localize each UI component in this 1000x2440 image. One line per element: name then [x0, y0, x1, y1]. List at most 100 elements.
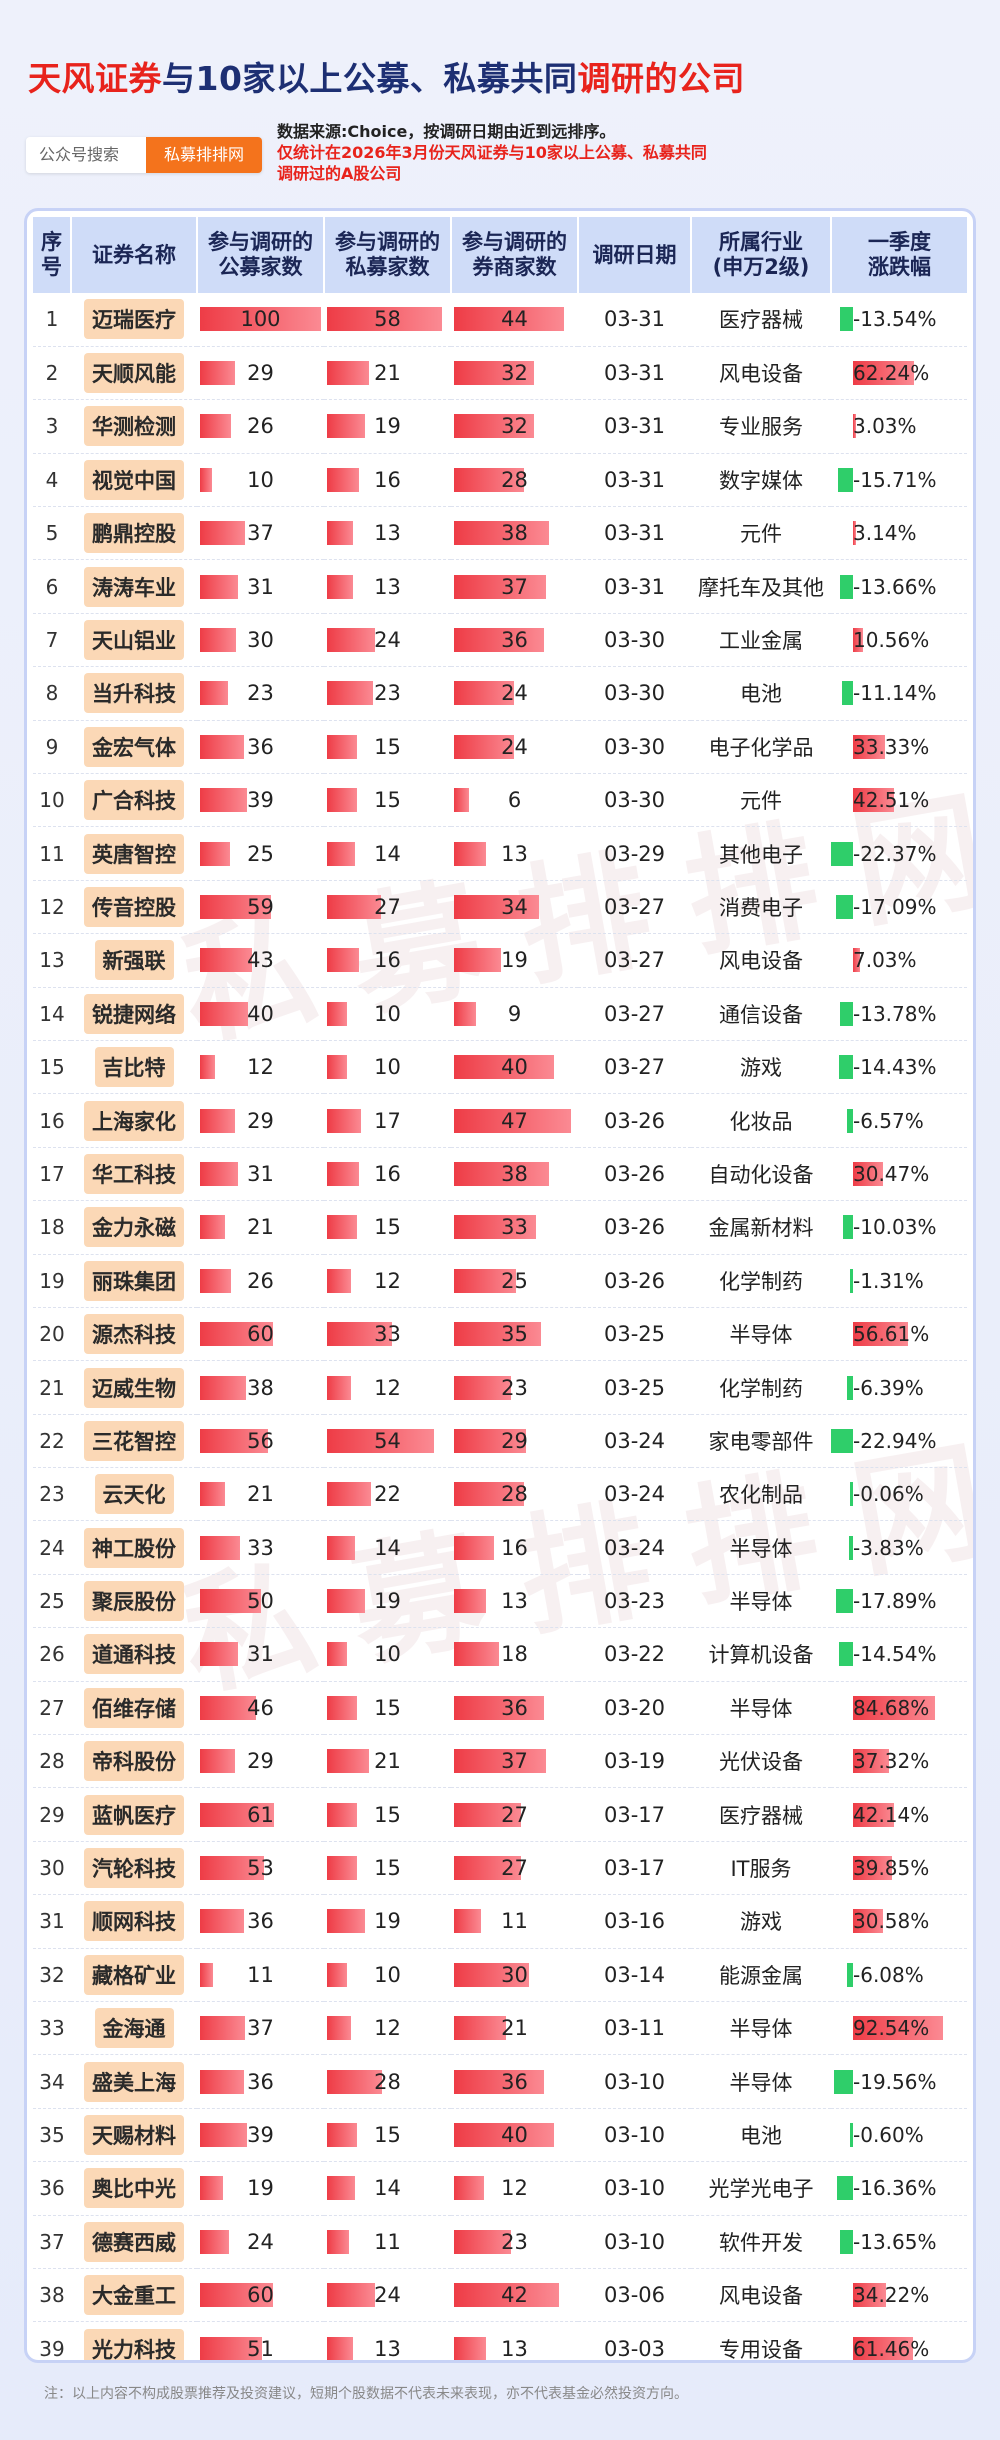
q1-change-bar	[847, 1962, 853, 1987]
table-row: 2 天顺风能 29 21 32 03-31 风电设备 62.24%	[33, 346, 967, 401]
public-count-wrap: 100	[200, 304, 321, 334]
public-count-wrap: 43	[200, 945, 321, 975]
broker-count-bar	[454, 1428, 527, 1453]
broker-count-value: 23	[501, 1375, 528, 1400]
private-count-value: 15	[374, 734, 401, 759]
security-name: 涛涛车业	[84, 566, 184, 607]
private-count-bar	[327, 1802, 357, 1827]
broker-count-cell: 12	[451, 2161, 578, 2216]
broker-count-cell: 28	[451, 453, 578, 508]
private-count-cell: 15	[324, 773, 451, 828]
q1-change-wrap: 56.61%	[831, 1319, 967, 1349]
public-count-cell: 53	[197, 1841, 324, 1896]
private-count-bar	[327, 1055, 347, 1080]
security-name-cell: 英唐智控	[71, 826, 197, 881]
private-count-bar	[327, 1589, 365, 1614]
public-count-bar	[200, 2122, 248, 2147]
security-name: 当升科技	[84, 673, 184, 714]
public-count-value: 59	[247, 894, 274, 919]
private-count-cell: 16	[324, 1147, 451, 1202]
q1-change-cell: -13.66%	[831, 559, 967, 614]
q1-change-cell: -6.39%	[831, 1360, 967, 1415]
public-count-bar	[200, 2336, 262, 2360]
security-name-cell: 蓝帆医疗	[71, 1787, 197, 1842]
private-count-cell: 33	[324, 1307, 451, 1362]
q1-change-value: 34.22%	[853, 2283, 930, 2308]
q1-change-bar	[843, 1215, 853, 1240]
private-count-wrap: 15	[327, 1853, 448, 1883]
q1-change-value: 3.03%	[853, 414, 917, 439]
public-count-wrap: 11	[200, 1960, 321, 1990]
q1-change-value: 42.51%	[853, 788, 930, 813]
public-count-wrap: 31	[200, 1639, 321, 1669]
private-count-cell: 15	[324, 1787, 451, 1842]
q1-change-cell: -3.83%	[831, 1520, 967, 1575]
private-count-cell: 11	[324, 2215, 451, 2269]
private-count-bar	[327, 628, 375, 653]
q1-change-wrap: -13.66%	[831, 572, 967, 602]
public-count-wrap: 60	[200, 1319, 321, 1349]
security-name: 视觉中国	[84, 459, 184, 500]
security-name-cell: 新强联	[71, 933, 197, 988]
private-count-value: 14	[374, 841, 401, 866]
public-count-wrap: 25	[200, 839, 321, 869]
private-count-value: 12	[374, 1375, 401, 1400]
industry: 通信设备	[691, 987, 831, 1041]
broker-count-value: 36	[501, 628, 528, 653]
q1-change-wrap: -17.09%	[831, 892, 967, 922]
research-date: 03-14	[578, 1948, 691, 2003]
private-count-wrap: 12	[327, 2013, 448, 2043]
q1-change-value: -22.37%	[853, 841, 937, 866]
public-count-cell: 29	[197, 1734, 324, 1789]
broker-count-value: 27	[501, 1856, 528, 1881]
broker-count-wrap: 29	[454, 1426, 575, 1456]
private-count-value: 14	[374, 1535, 401, 1560]
public-count-cell: 51	[197, 2321, 324, 2360]
private-count-wrap: 12	[327, 1266, 448, 1296]
private-count-cell: 12	[324, 1360, 451, 1415]
broker-count-value: 36	[501, 1695, 528, 1720]
broker-count-bar	[454, 1375, 512, 1400]
broker-count-value: 11	[501, 1909, 528, 1934]
q1-change-cell: -13.65%	[831, 2215, 967, 2269]
security-name-cell: 云天化	[71, 1467, 197, 1522]
q1-change-cell: 10.56%	[831, 613, 967, 668]
broker-count-bar	[454, 1055, 554, 1080]
q1-change-bar	[853, 734, 886, 759]
private-count-wrap: 13	[327, 2334, 448, 2360]
q1-change-value: -0.60%	[853, 2122, 924, 2147]
q1-change-value: 33.33%	[853, 734, 930, 759]
public-count-cell: 37	[197, 2001, 324, 2056]
public-count-value: 26	[247, 414, 274, 439]
broker-count-wrap: 40	[454, 1052, 575, 1082]
public-count-bar	[200, 1001, 249, 1026]
q1-change-wrap: -22.94%	[830, 1426, 967, 1456]
table-row: 9 金宏气体 36 15 24 03-30 电子化学品 33.33%	[33, 720, 967, 775]
public-count-bar	[200, 1375, 246, 1400]
security-name: 天山铝业	[84, 620, 184, 661]
q1-change-wrap: -6.08%	[831, 1960, 967, 1990]
private-count-value: 23	[374, 681, 401, 706]
row-index: 29	[33, 1787, 71, 1842]
q1-change-cell: 42.51%	[831, 773, 967, 828]
security-name: 迈瑞医疗	[84, 299, 184, 340]
security-name: 神工股份	[84, 1527, 184, 1568]
q1-change-bar	[839, 2229, 853, 2254]
public-count-value: 61	[247, 1802, 274, 1827]
public-count-wrap: 50	[200, 1586, 321, 1616]
industry: 化学制药	[691, 1360, 831, 1415]
search-box[interactable]: 公众号搜索 私募排排网	[26, 137, 262, 173]
private-count-bar	[327, 734, 357, 759]
industry: 电子化学品	[691, 720, 831, 775]
search-button[interactable]: 私募排排网	[146, 137, 262, 173]
search-label: 公众号搜索	[26, 137, 146, 173]
research-date: 03-30	[578, 666, 691, 721]
broker-count-wrap: 28	[454, 1479, 575, 1509]
industry: 医疗器械	[691, 293, 831, 347]
broker-count-value: 21	[501, 2016, 528, 2041]
broker-count-cell: 29	[451, 1414, 578, 1469]
row-index: 18	[33, 1200, 71, 1255]
public-count-wrap: 33	[200, 1533, 321, 1563]
q1-change-bar	[838, 1642, 853, 1667]
public-count-bar	[200, 1482, 226, 1507]
